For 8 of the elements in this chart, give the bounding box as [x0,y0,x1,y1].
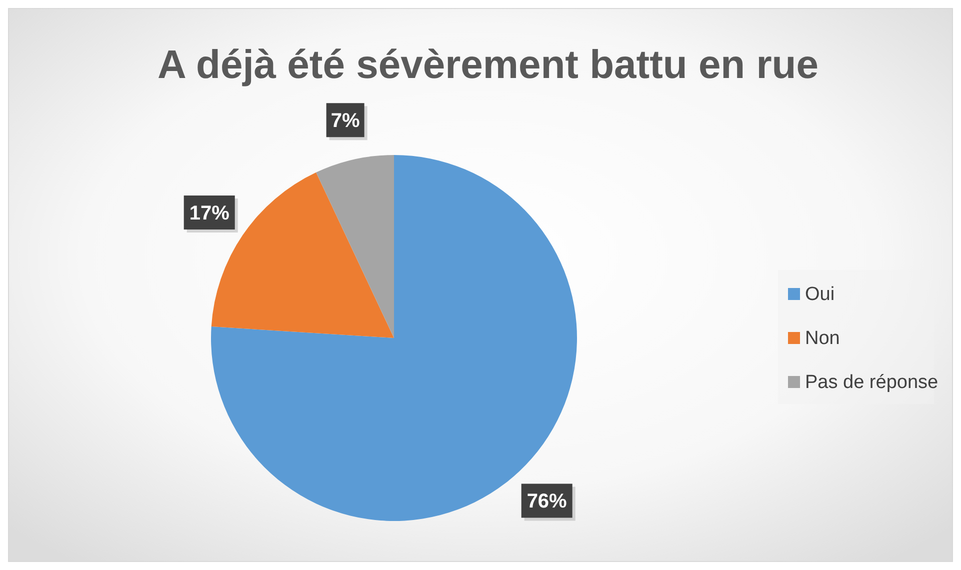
pie-slice [316,155,394,338]
data-label: 7% [330,110,360,132]
data-label: 76% [526,490,568,513]
data-label: 17% [189,202,230,225]
legend-label: Non [805,328,840,349]
legend-label: Oui [805,284,835,305]
chart-title: A déjà été sévèrement battu en rue [158,43,818,87]
legend-label: Pas de réponse [805,372,938,393]
